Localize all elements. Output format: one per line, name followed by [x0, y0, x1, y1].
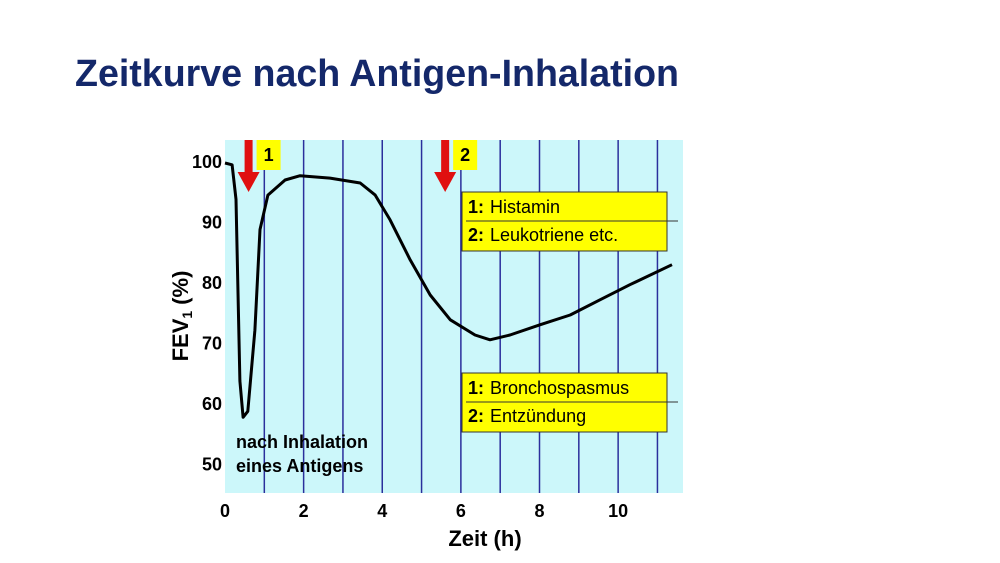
y-tick-label: 60: [202, 394, 222, 414]
x-tick-label: 8: [534, 501, 544, 521]
y-tick-label: 90: [202, 212, 222, 232]
slide-title: Zeitkurve nach Antigen-Inhalation: [75, 53, 679, 95]
event-arrow: [237, 140, 260, 192]
x-tick-label: 6: [456, 501, 466, 521]
event-label-box: [453, 140, 478, 170]
x-tick-label: 0: [220, 501, 230, 521]
annotation-marker: 1:: [468, 378, 484, 398]
annotation-marker: 2:: [468, 225, 484, 245]
annotation-text: Bronchospasmus: [490, 378, 629, 398]
curve: [224, 161, 673, 419]
annotation-line: 1: Bronchospasmus: [468, 378, 629, 398]
annotation-text: Entzündung: [490, 406, 586, 426]
annotation-line: 2: Entzündung: [468, 406, 586, 426]
annotation-text: Leukotriene etc.: [490, 225, 618, 245]
annotation-line: 1: Histamin: [468, 197, 560, 217]
annotation-marker: 2:: [468, 406, 484, 426]
x-axis-label: Zeit (h): [448, 526, 521, 551]
event-label: 2: [460, 145, 470, 165]
note: eines Antigens: [236, 456, 363, 476]
y-label-unit: (%): [168, 271, 193, 305]
y-tick-label: 70: [202, 333, 222, 353]
annotation-line: 2: Leukotriene etc.: [468, 225, 618, 245]
y-tick-label: 80: [202, 273, 222, 293]
note: nach Inhalation: [236, 432, 368, 452]
y-label-main: FEV: [168, 318, 193, 361]
annotation-marker: 1:: [468, 197, 484, 217]
event-label: 1: [264, 145, 274, 165]
x-tick-label: 10: [608, 501, 628, 521]
y-tick-label: 50: [202, 455, 222, 475]
x-tick-label: 2: [299, 501, 309, 521]
y-tick-label: 100: [192, 152, 222, 172]
event-label-box: [256, 140, 281, 170]
event-arrow: [434, 140, 457, 192]
y-axis-label: FEV1 (%): [168, 271, 195, 362]
y-label-sub: 1: [179, 311, 195, 319]
annotation-text: Histamin: [490, 197, 560, 217]
x-tick-label: 4: [377, 501, 387, 521]
